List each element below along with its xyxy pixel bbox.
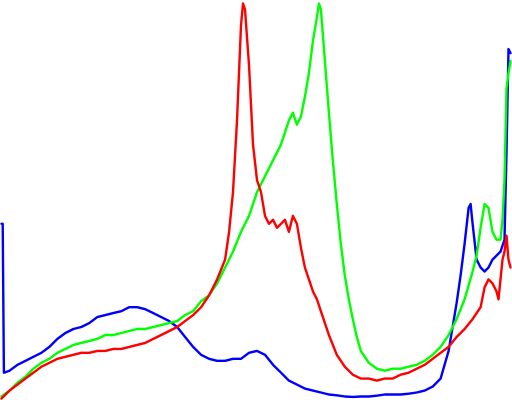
series-line-1 <box>0 47 512 399</box>
